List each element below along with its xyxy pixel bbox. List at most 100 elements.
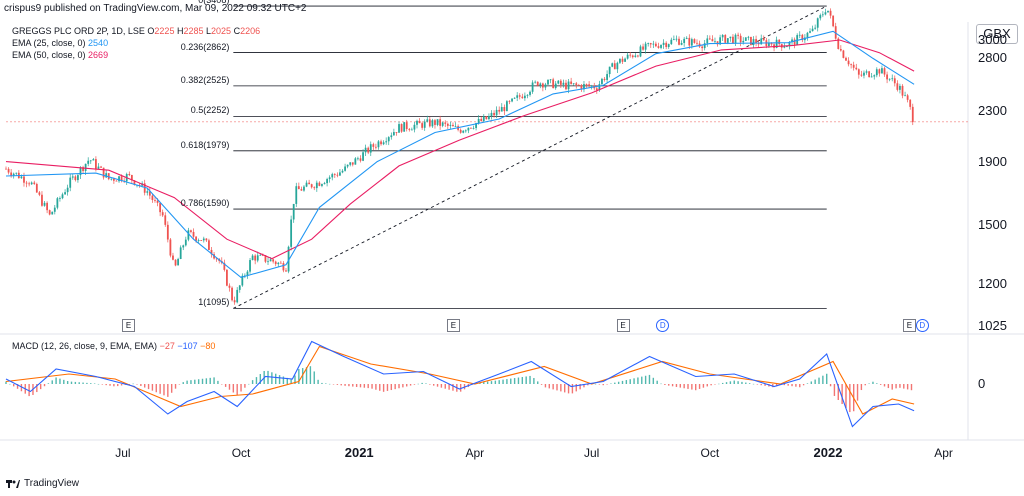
candle-body: [809, 31, 811, 33]
earnings-event-marker[interactable]: E: [446, 319, 460, 332]
candle-body: [565, 82, 567, 90]
candle-body: [806, 32, 809, 38]
macd-legend: MACD (12, 26, close, 9, EMA, EMA) −27 −1…: [12, 341, 215, 351]
macd-histogram-bar: [598, 384, 601, 385]
candle-body: [863, 72, 865, 76]
earnings-event-marker[interactable]: E: [616, 319, 630, 332]
candle-body: [847, 60, 850, 65]
candle-body: [23, 176, 25, 183]
candle-body: [747, 36, 750, 38]
candle-body: [79, 167, 82, 176]
candle-body: [881, 68, 883, 74]
currency-button[interactable]: GBX: [976, 24, 1018, 44]
macd-histogram-bar: [336, 384, 339, 385]
candle-body: [619, 58, 621, 63]
candle-body: [444, 122, 447, 124]
candle-body: [46, 202, 49, 211]
macd-histogram-bar: [275, 373, 277, 384]
macd-histogram-bar: [224, 384, 227, 387]
fib-level-label: 0(3408): [198, 0, 230, 6]
candle-body: [821, 14, 824, 16]
macd-histogram-bar: [332, 384, 335, 385]
macd-histogram-bar: [745, 382, 747, 384]
fib-trendline: [233, 5, 827, 309]
candle-body: [639, 46, 642, 57]
candle-body: [318, 182, 321, 186]
candle-body: [585, 84, 588, 85]
candle-body: [616, 62, 619, 70]
earnings-event-marker[interactable]: E: [902, 319, 916, 332]
candle-body: [5, 168, 7, 170]
candle-body: [413, 124, 416, 130]
macd-histogram-bar: [66, 381, 69, 384]
ohlc-value-c: 2206: [240, 26, 261, 36]
macd-histogram-bar: [494, 380, 497, 384]
candle-body: [642, 46, 644, 50]
ema50-line: [5, 39, 915, 260]
candle-body: [714, 41, 716, 43]
macd-histogram-bar: [363, 384, 366, 388]
macd-histogram-bar: [5, 381, 7, 384]
macd-histogram-bar: [132, 383, 134, 385]
candle-body: [10, 172, 13, 176]
macd-histogram-bar: [860, 384, 863, 391]
candle-body: [110, 178, 113, 180]
macd-histogram-bar: [440, 384, 443, 388]
fib-level-label: 0.618(1979): [180, 139, 230, 150]
ohlc-value-h: 2285: [183, 26, 204, 36]
candle-body: [670, 39, 673, 45]
candle-body: [102, 167, 105, 178]
earnings-event-marker[interactable]: E: [122, 319, 136, 332]
candle-body: [719, 37, 722, 45]
candle-body: [716, 41, 719, 45]
candle-body: [685, 37, 688, 39]
dividend-event-marker[interactable]: D: [656, 319, 670, 332]
macd-histogram-bar: [9, 383, 11, 385]
macd-histogram-bar: [201, 378, 204, 384]
fib-level-label: 0.236(2862): [180, 41, 230, 52]
macd-histogram-bar: [629, 379, 631, 384]
macd-histogram-bar: [436, 384, 439, 387]
candle-body: [801, 34, 804, 41]
candle-body: [788, 42, 791, 47]
candle-body: [7, 168, 10, 173]
candle-body: [174, 259, 177, 266]
macd-histogram-bar: [144, 384, 146, 388]
macd-signal-line: [5, 345, 915, 415]
macd-histogram-bar: [13, 384, 15, 387]
macd-histogram-bar: [271, 372, 273, 384]
publisher-info: crispus9 published on TradingView.com, M…: [4, 3, 307, 14]
price-axis-tick: 1900: [978, 153, 1007, 169]
macd-histogram-bar: [309, 366, 312, 384]
candle-body: [390, 135, 393, 138]
macd-histogram-bar: [78, 382, 80, 384]
candle-body: [89, 160, 92, 162]
macd-histogram-bar: [548, 384, 550, 389]
candle-body: [775, 39, 778, 48]
candle-body: [254, 255, 257, 261]
macd-histogram-bar: [479, 382, 481, 384]
candle-body: [549, 79, 552, 81]
macd-histogram-bar: [425, 383, 427, 384]
candle-body: [649, 43, 652, 45]
macd-histogram-bar: [733, 380, 735, 384]
dividend-event-marker[interactable]: D: [915, 319, 929, 332]
tradingview-logo[interactable]: TradingView: [6, 478, 79, 489]
candle-body: [272, 259, 275, 262]
candle-body: [182, 245, 185, 248]
candle-body: [380, 141, 382, 145]
macd-histogram-bar: [305, 367, 308, 384]
candle-body: [249, 260, 251, 272]
candle-body: [768, 42, 770, 47]
macd-histogram-bar: [822, 375, 824, 384]
candle-body: [755, 39, 757, 44]
macd-label: MACD (12, 26, close, 9, EMA, EMA): [12, 341, 158, 351]
candle-body: [303, 186, 305, 191]
macd-histogram-bar: [564, 384, 566, 393]
candle-body: [418, 120, 421, 124]
candle-body: [503, 107, 506, 112]
candle-body: [382, 142, 385, 145]
candle-body: [428, 119, 431, 127]
candle-body: [15, 172, 18, 174]
